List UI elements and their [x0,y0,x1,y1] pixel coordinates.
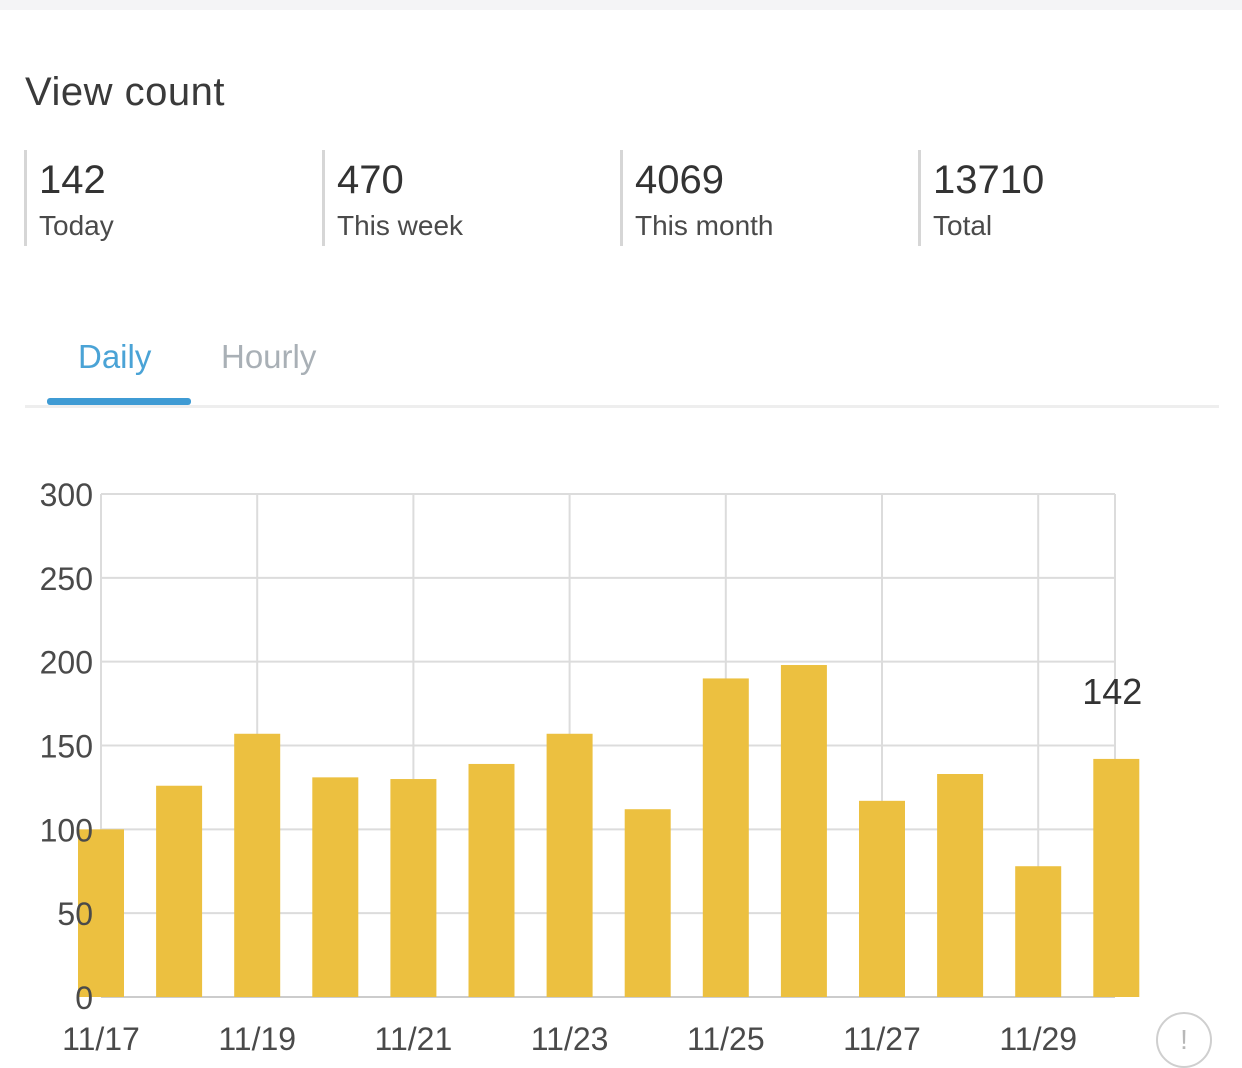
stat-label: Today [39,210,114,241]
y-tick-label: 100 [40,812,93,848]
x-tick-label: 11/27 [843,1021,921,1057]
bar [859,800,905,997]
bar [624,809,671,997]
view-count-bar-chart: 0 50 100 150 200 250 300 11/17 11/19 11/21 11/23 11… [40,477,1143,1057]
page-title: View count [25,70,225,114]
stat-label: This week [337,210,464,241]
y-tick-label: 0 [75,980,93,1016]
bar [156,785,203,997]
y-tick-label: 300 [40,477,93,513]
stat-this-week: 470 This week [322,150,612,246]
y-tick-label: 50 [57,896,93,932]
bar [1015,866,1062,997]
x-tick-label: 11/19 [218,1021,296,1057]
bar [312,777,359,997]
x-tick-label: 11/23 [531,1021,609,1057]
stat-label: This month [635,210,774,241]
bar [546,733,593,997]
active-tab-indicator [47,398,191,405]
stat-value: 142 [39,158,106,202]
bar [234,733,281,997]
top-strip [0,0,1242,10]
stat-value: 13710 [933,158,1045,202]
stat-label: Total [933,210,993,241]
bar [78,829,124,997]
bar [468,763,515,997]
tab-divider [25,405,1219,408]
bar [780,665,827,997]
x-tick-label: 11/17 [62,1021,140,1057]
stat-this-month: 4069 This month [620,150,910,246]
x-tick-label: 11/29 [999,1021,1077,1057]
info-icon[interactable]: ! [1156,1012,1212,1068]
y-tick-label: 200 [40,645,93,681]
data-label: 142 [1082,671,1142,712]
bar [1093,758,1140,997]
x-tick-label: 11/25 [687,1021,765,1057]
bar [702,678,749,997]
stat-total: 13710 Total [918,150,1208,246]
tab-daily[interactable]: Daily [78,338,152,375]
x-tick-label: 11/21 [375,1021,453,1057]
y-tick-label: 250 [40,561,93,597]
tab-hourly[interactable]: Hourly [221,338,317,375]
stat-today: 142 Today [24,150,314,246]
stat-value: 470 [337,158,404,202]
stat-value: 4069 [635,158,724,202]
bar [390,779,437,997]
bar [937,774,984,997]
y-tick-label: 150 [40,729,93,765]
